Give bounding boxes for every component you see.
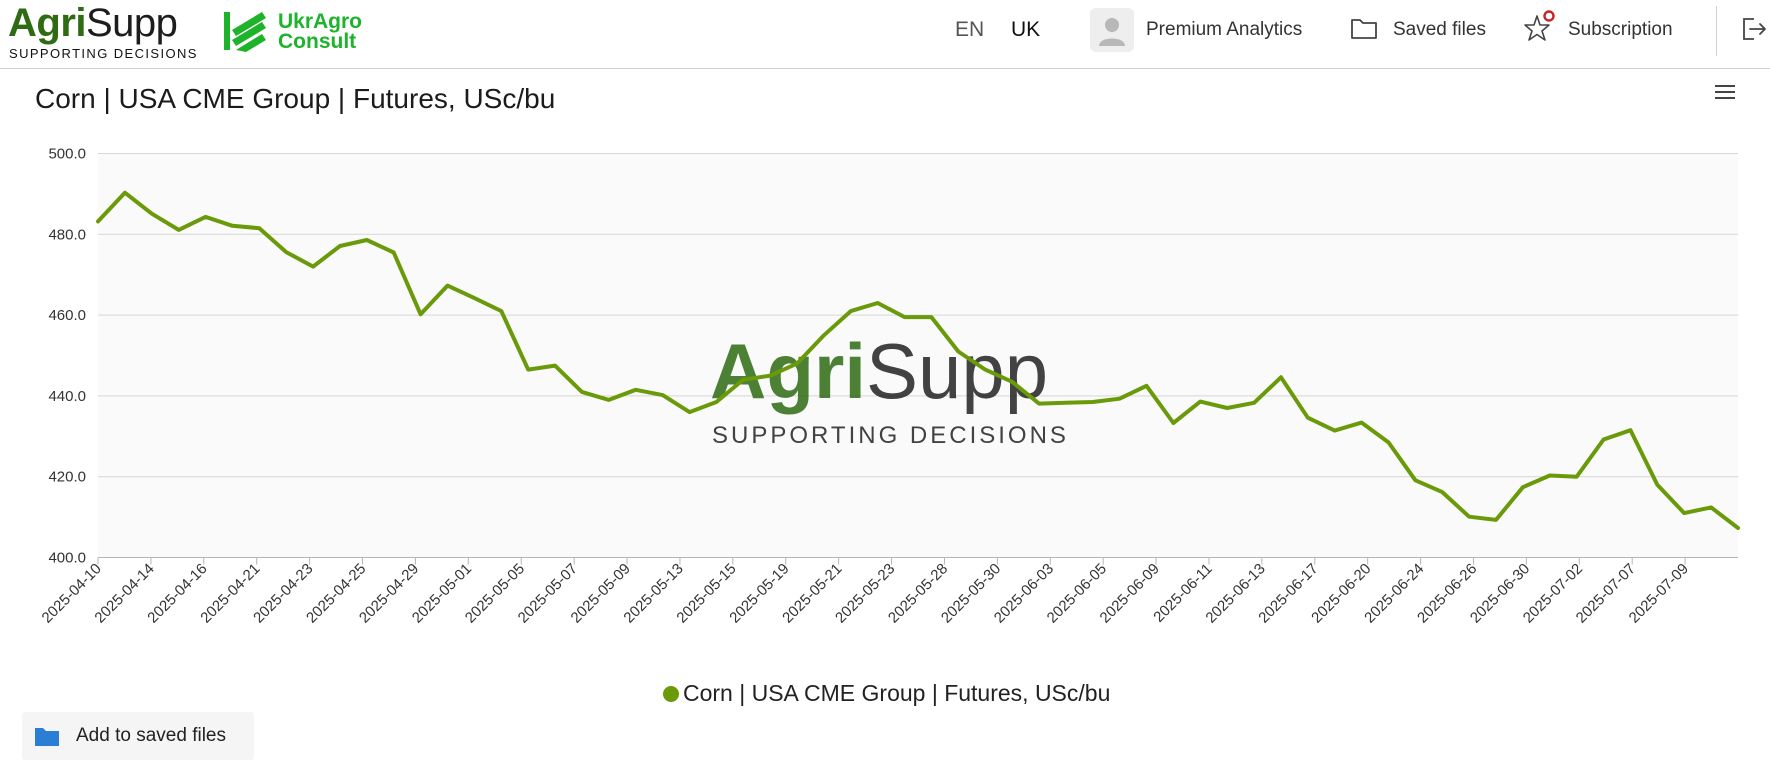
watermark-wordmark: AgriSupp [710, 327, 1048, 415]
logo-brand-first: Agri [8, 1, 87, 45]
plot-background [98, 153, 1738, 558]
add-to-saved-files-button[interactable]: Add to saved files [22, 712, 254, 760]
y-tick-label: 400.0 [48, 550, 86, 567]
legend-marker-icon [663, 686, 679, 702]
y-tick-label: 440.0 [48, 388, 86, 405]
add-to-saved-files-label: Add to saved files [76, 725, 226, 746]
legend-label: Corn | USA CME Group | Futures, USc/bu [683, 680, 1111, 706]
agrisupp-logo[interactable]: AgriSupp SUPPORTING DECISIONS [8, 0, 208, 62]
star-icon[interactable] [1523, 10, 1557, 44]
top-header: AgriSupp SUPPORTING DECISIONS UkrAgro Co… [0, 0, 1770, 69]
y-tick-label: 420.0 [48, 469, 86, 486]
gridlines [98, 153, 1738, 558]
ukragro-mark-icon [224, 12, 266, 52]
ukragro-line1: UkrAgro [278, 10, 363, 33]
x-axis: 2025-04-102025-04-142025-04-162025-04-21… [39, 557, 1692, 627]
user-avatar-icon [1099, 18, 1125, 46]
language-uk[interactable]: UK [1011, 18, 1041, 41]
chart-title: Corn | USA CME Group | Futures, USc/bu [35, 83, 556, 114]
chart-legend[interactable]: Corn | USA CME Group | Futures, USc/bu [663, 678, 1110, 708]
hamburger-menu-icon[interactable] [1713, 82, 1737, 102]
folder-icon [35, 728, 59, 746]
premium-analytics-link[interactable]: Premium Analytics [1146, 19, 1303, 40]
logo-wordmark: AgriSupp [8, 0, 178, 46]
subscription-link[interactable]: Subscription [1568, 19, 1673, 40]
ukragroconsult-logo[interactable]: UkrAgro Consult [222, 8, 372, 54]
y-axis-ticks: 400.0 420.0 440.0 460.0 480.0 500.0 [48, 146, 86, 567]
logout-icon[interactable] [1742, 17, 1768, 41]
watermark-brand-first: Agri [710, 327, 866, 415]
watermark-tagline: SUPPORTING DECISIONS [712, 422, 1069, 449]
y-tick-label: 500.0 [48, 146, 86, 163]
language-en[interactable]: EN [955, 18, 985, 41]
series-line[interactable] [96, 190, 1740, 530]
notification-badge [1543, 10, 1555, 22]
premium-analytics-avatar[interactable] [1090, 8, 1134, 52]
agrisupp-watermark: AgriSupp SUPPORTING DECISIONS [710, 327, 1069, 449]
ukragro-wordmark: UkrAgro Consult [278, 10, 363, 53]
watermark-brand-second: Supp [866, 327, 1048, 415]
header-divider [1716, 6, 1717, 56]
y-tick-label: 480.0 [48, 226, 86, 243]
y-tick-label: 460.0 [48, 307, 86, 324]
series-lines [96, 190, 1740, 530]
logo-tagline: SUPPORTING DECISIONS [9, 46, 198, 61]
folder-icon[interactable] [1350, 16, 1378, 40]
ukragro-line2: Consult [278, 30, 357, 53]
saved-files-link[interactable]: Saved files [1393, 19, 1486, 40]
line-chart: 400.0 420.0 440.0 460.0 480.0 500.0 2025-04-1… [39, 146, 1740, 627]
logo-brand-second: Supp [86, 1, 178, 45]
